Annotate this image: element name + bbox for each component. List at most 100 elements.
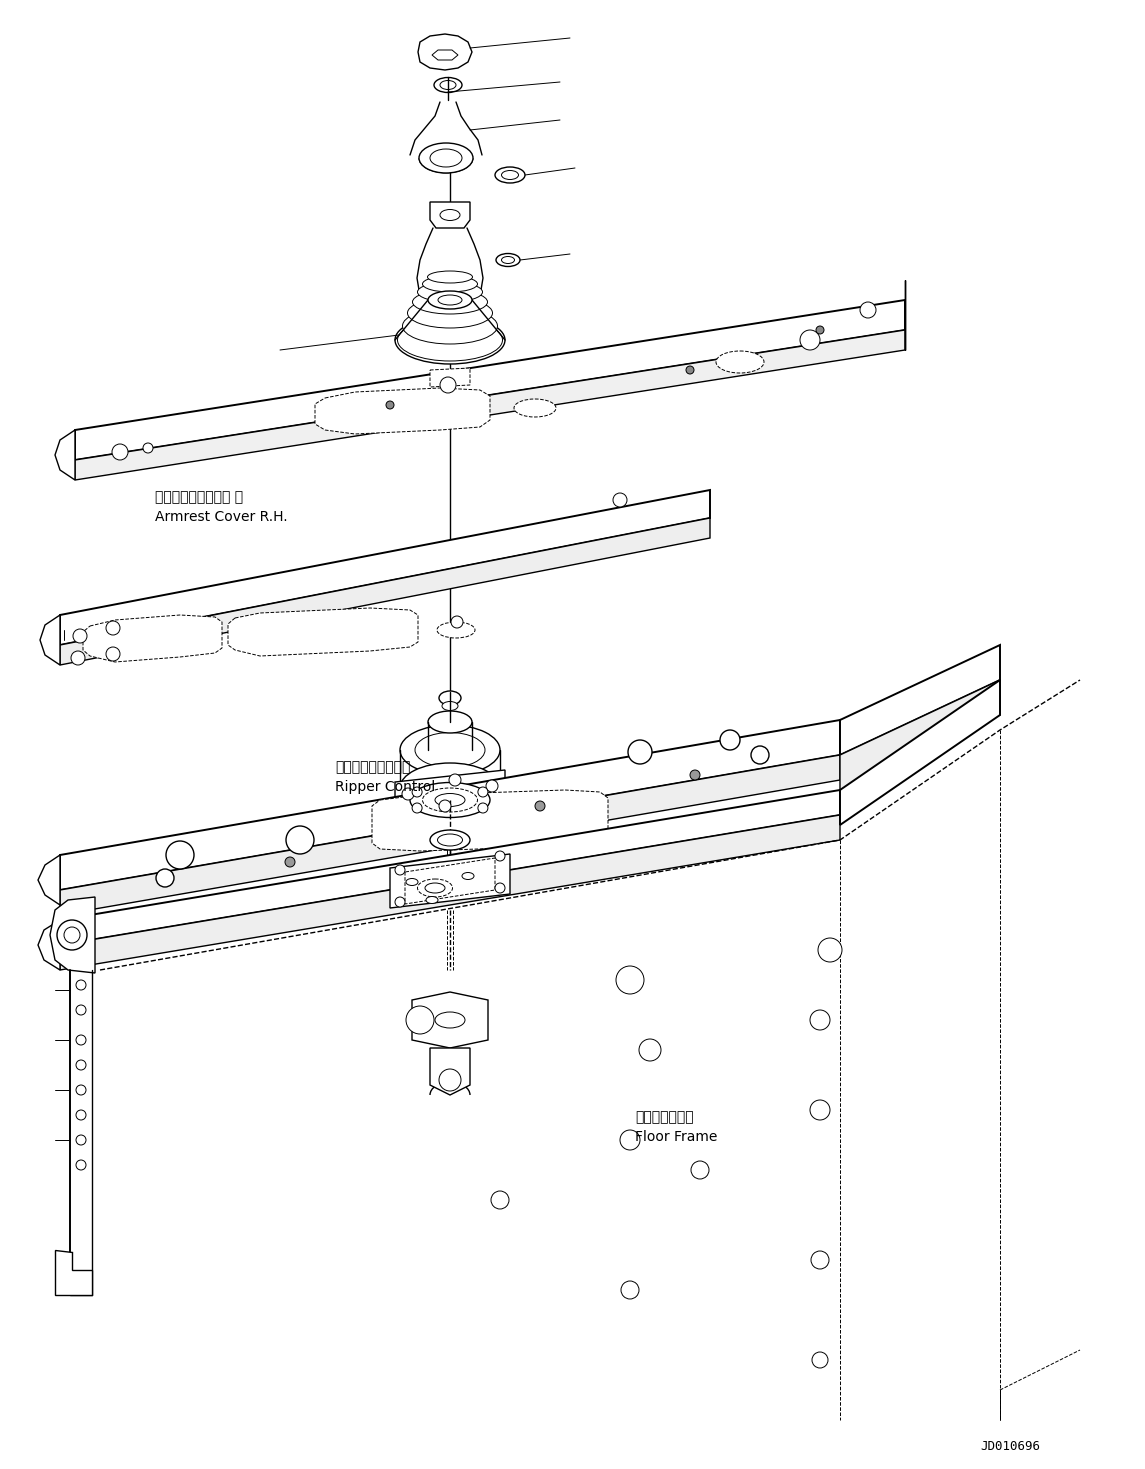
Polygon shape bbox=[372, 790, 608, 851]
Circle shape bbox=[485, 780, 498, 792]
Ellipse shape bbox=[461, 873, 474, 880]
Text: リッパコントロール: リッパコントロール bbox=[335, 759, 410, 774]
Circle shape bbox=[818, 939, 842, 962]
Ellipse shape bbox=[400, 762, 500, 812]
Circle shape bbox=[439, 801, 451, 812]
Polygon shape bbox=[315, 388, 490, 433]
Circle shape bbox=[76, 1161, 86, 1169]
Polygon shape bbox=[390, 853, 510, 908]
Ellipse shape bbox=[435, 1012, 465, 1028]
Circle shape bbox=[627, 740, 652, 764]
Circle shape bbox=[285, 856, 295, 867]
Ellipse shape bbox=[431, 148, 461, 167]
Ellipse shape bbox=[406, 878, 418, 886]
Circle shape bbox=[495, 883, 505, 893]
Ellipse shape bbox=[428, 711, 472, 733]
Circle shape bbox=[816, 326, 824, 333]
Circle shape bbox=[449, 774, 461, 786]
Ellipse shape bbox=[423, 276, 477, 292]
Polygon shape bbox=[840, 680, 1000, 790]
Circle shape bbox=[720, 730, 740, 751]
Circle shape bbox=[860, 303, 876, 317]
Ellipse shape bbox=[434, 78, 461, 93]
Text: Armrest Cover R.H.: Armrest Cover R.H. bbox=[155, 510, 287, 524]
Ellipse shape bbox=[496, 254, 520, 266]
Circle shape bbox=[800, 331, 820, 350]
Ellipse shape bbox=[414, 733, 485, 767]
Polygon shape bbox=[840, 645, 1000, 755]
Text: Floor Frame: Floor Frame bbox=[635, 1130, 718, 1144]
Circle shape bbox=[76, 1036, 86, 1044]
Circle shape bbox=[477, 787, 488, 798]
Ellipse shape bbox=[410, 783, 490, 818]
Circle shape bbox=[73, 629, 87, 643]
Circle shape bbox=[690, 1161, 709, 1180]
Circle shape bbox=[402, 787, 414, 801]
Polygon shape bbox=[431, 369, 469, 386]
Circle shape bbox=[477, 804, 488, 812]
Text: フロアフレーム: フロアフレーム bbox=[635, 1111, 694, 1124]
Ellipse shape bbox=[418, 282, 482, 303]
Circle shape bbox=[57, 920, 87, 950]
Polygon shape bbox=[76, 331, 905, 480]
Ellipse shape bbox=[412, 289, 488, 314]
Polygon shape bbox=[60, 755, 840, 915]
Polygon shape bbox=[60, 815, 840, 970]
Circle shape bbox=[613, 494, 627, 507]
Circle shape bbox=[535, 801, 545, 811]
Polygon shape bbox=[76, 300, 905, 460]
Ellipse shape bbox=[502, 257, 514, 263]
Circle shape bbox=[156, 870, 174, 887]
Polygon shape bbox=[431, 203, 469, 228]
Circle shape bbox=[440, 378, 456, 394]
Polygon shape bbox=[55, 1250, 92, 1296]
Ellipse shape bbox=[442, 702, 458, 711]
Circle shape bbox=[76, 1136, 86, 1144]
Circle shape bbox=[76, 1111, 86, 1119]
Polygon shape bbox=[432, 50, 458, 60]
Circle shape bbox=[412, 787, 423, 798]
Circle shape bbox=[76, 980, 86, 990]
Circle shape bbox=[811, 1252, 829, 1269]
Circle shape bbox=[639, 1039, 661, 1061]
Polygon shape bbox=[60, 790, 840, 945]
Ellipse shape bbox=[400, 726, 500, 776]
Ellipse shape bbox=[419, 142, 473, 173]
Circle shape bbox=[76, 1061, 86, 1069]
Circle shape bbox=[751, 746, 769, 764]
Circle shape bbox=[76, 1005, 86, 1015]
Circle shape bbox=[71, 651, 85, 665]
Polygon shape bbox=[418, 34, 472, 71]
Polygon shape bbox=[60, 720, 840, 890]
Text: JD010696: JD010696 bbox=[980, 1440, 1040, 1453]
Circle shape bbox=[76, 1086, 86, 1094]
Ellipse shape bbox=[439, 690, 461, 705]
Ellipse shape bbox=[431, 830, 469, 851]
Ellipse shape bbox=[514, 400, 556, 417]
Ellipse shape bbox=[427, 270, 473, 284]
Text: Ripper Control: Ripper Control bbox=[335, 780, 435, 795]
Circle shape bbox=[439, 1069, 461, 1091]
Circle shape bbox=[286, 826, 314, 853]
Circle shape bbox=[810, 1100, 830, 1119]
Polygon shape bbox=[412, 992, 488, 1047]
Circle shape bbox=[495, 851, 505, 861]
Ellipse shape bbox=[435, 793, 465, 806]
Circle shape bbox=[386, 401, 394, 408]
Ellipse shape bbox=[426, 896, 439, 903]
Ellipse shape bbox=[423, 787, 477, 812]
Ellipse shape bbox=[440, 81, 456, 90]
Ellipse shape bbox=[716, 351, 764, 373]
Circle shape bbox=[616, 967, 643, 995]
Circle shape bbox=[395, 865, 405, 876]
Ellipse shape bbox=[403, 308, 497, 344]
Ellipse shape bbox=[437, 834, 463, 846]
Polygon shape bbox=[840, 680, 1000, 826]
Circle shape bbox=[621, 1281, 639, 1299]
Text: アームレストカバー 右: アームレストカバー 右 bbox=[155, 491, 243, 504]
Polygon shape bbox=[60, 519, 710, 665]
Circle shape bbox=[812, 1351, 828, 1368]
Polygon shape bbox=[60, 491, 710, 645]
Circle shape bbox=[64, 927, 80, 943]
Ellipse shape bbox=[502, 170, 519, 179]
